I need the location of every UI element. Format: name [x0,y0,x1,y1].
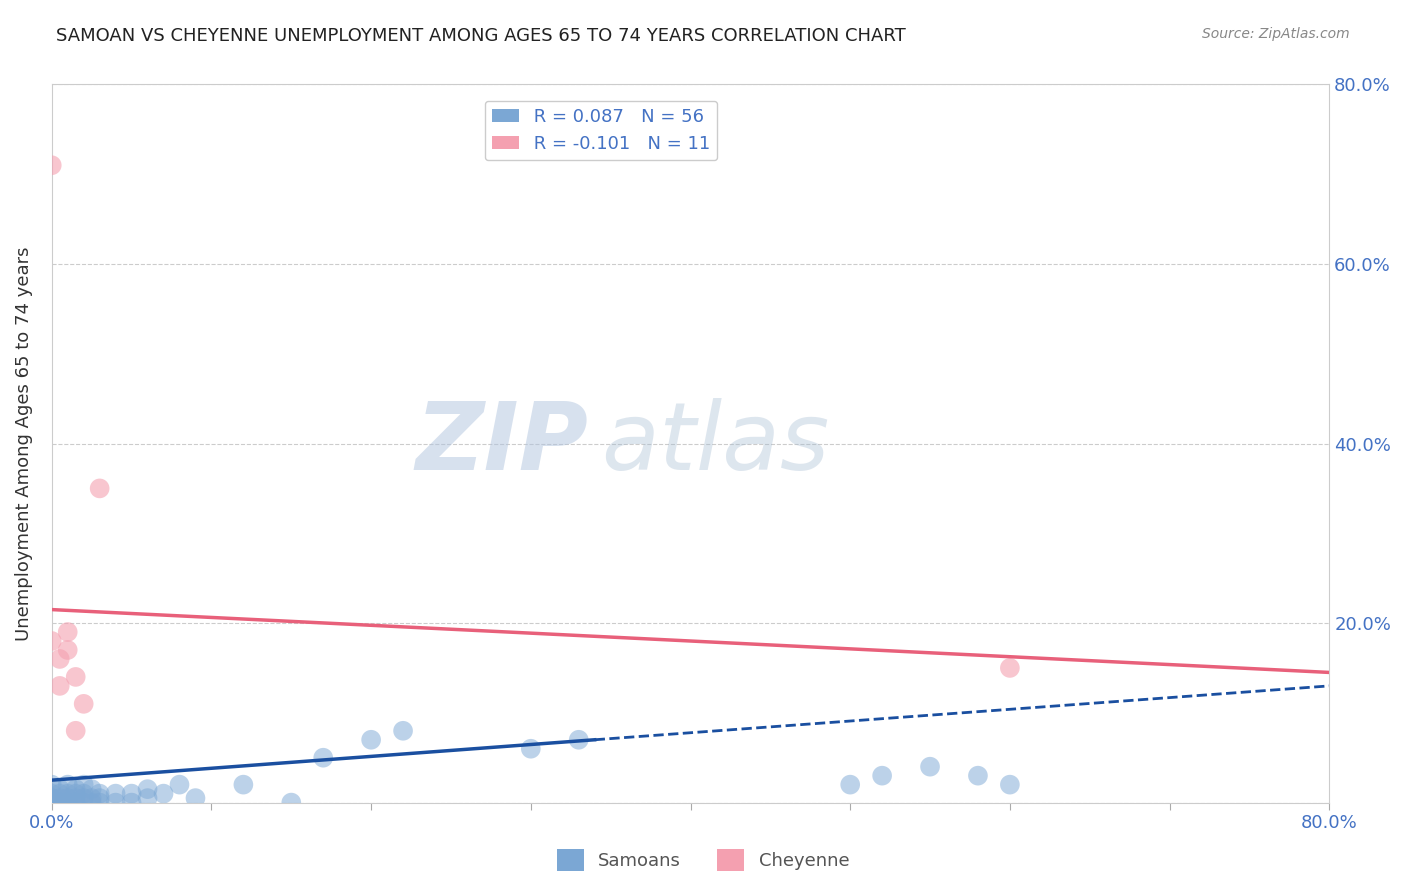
Point [89,791,111,805]
Point [121,787,143,801]
Point [136,782,159,797]
Point [73,778,96,792]
Point [998,778,1021,792]
Point [41,791,63,805]
Point [967,769,990,783]
Point [520,741,543,756]
Point [41,796,63,810]
Point [73,791,96,805]
Point [48,796,70,810]
Point [65,791,87,805]
Point [80,782,103,797]
Point [89,796,111,810]
Text: atlas: atlas [602,398,830,489]
Point [136,791,159,805]
Point [56,787,79,801]
Legend:  R = 0.087   N = 56,  R = -0.101   N = 11: R = 0.087 N = 56, R = -0.101 N = 11 [485,101,717,161]
Point [80,791,103,805]
Point [48,796,70,810]
Point [870,769,893,783]
Point [56,778,79,792]
Point [312,750,335,764]
Point [41,778,63,792]
Point [56,625,79,640]
Point [392,723,415,738]
Point [41,158,63,172]
Point [65,723,87,738]
Point [121,796,143,810]
Point [48,679,70,693]
Point [152,787,174,801]
Point [41,787,63,801]
Point [41,634,63,648]
Point [360,732,382,747]
Point [41,796,63,810]
Point [89,482,111,496]
Point [56,643,79,657]
Point [41,791,63,805]
Point [918,760,941,774]
Point [184,791,207,805]
Point [998,661,1021,675]
Point [65,782,87,797]
Point [104,796,127,810]
Point [65,787,87,801]
Point [80,796,103,810]
Point [169,778,191,792]
Point [839,778,862,792]
Point [73,697,96,711]
Point [41,796,63,810]
Point [48,787,70,801]
Point [56,796,79,810]
Point [73,796,96,810]
Legend: Samoans, Cheyenne: Samoans, Cheyenne [550,842,856,879]
Text: ZIP: ZIP [415,398,588,490]
Point [568,732,591,747]
Point [73,787,96,801]
Point [48,796,70,810]
Point [41,796,63,810]
Point [41,796,63,810]
Point [48,791,70,805]
Point [65,670,87,684]
Y-axis label: Unemployment Among Ages 65 to 74 years: Unemployment Among Ages 65 to 74 years [15,246,32,640]
Point [280,796,302,810]
Point [41,796,63,810]
Point [48,782,70,797]
Point [56,796,79,810]
Point [48,652,70,666]
Point [56,791,79,805]
Point [104,787,127,801]
Point [65,796,87,810]
Point [89,787,111,801]
Text: SAMOAN VS CHEYENNE UNEMPLOYMENT AMONG AGES 65 TO 74 YEARS CORRELATION CHART: SAMOAN VS CHEYENNE UNEMPLOYMENT AMONG AG… [56,27,905,45]
Point [232,778,254,792]
Text: Source: ZipAtlas.com: Source: ZipAtlas.com [1202,27,1350,41]
